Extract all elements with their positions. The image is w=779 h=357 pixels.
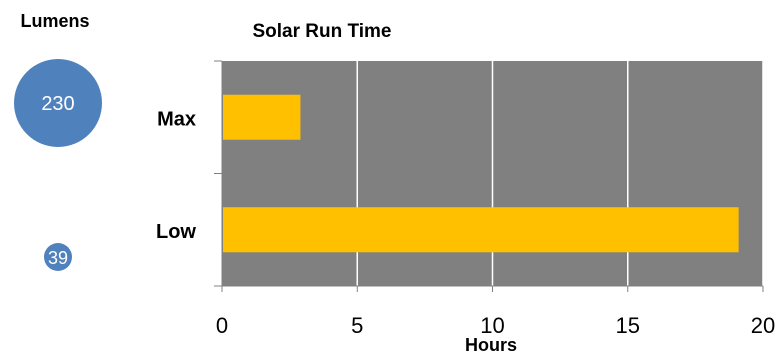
x-axis-label: Hours xyxy=(465,335,517,355)
lumens-bubble-label-230: 230 xyxy=(41,93,74,115)
category-label-low: Low xyxy=(156,221,196,243)
category-label-max: Max xyxy=(157,108,196,130)
x-tick-label-20: 20 xyxy=(751,313,775,338)
x-tick-label-10: 10 xyxy=(480,313,504,338)
x-tick-label-0: 0 xyxy=(216,313,228,338)
plot-area: 0 5 10 15 20 Max Low xyxy=(156,60,775,338)
x-tick-label-5: 5 xyxy=(351,313,363,338)
x-tick-label-15: 15 xyxy=(616,313,640,338)
chart-title: Solar Run Time xyxy=(252,21,391,42)
lumens-bubble-label-39: 39 xyxy=(48,248,68,268)
lumens-title: Lumens xyxy=(20,11,89,31)
bar-low xyxy=(223,207,739,253)
lumens-bubble-230 xyxy=(14,59,102,147)
lumens-bubble-39 xyxy=(44,243,72,271)
bar-max xyxy=(223,94,301,140)
